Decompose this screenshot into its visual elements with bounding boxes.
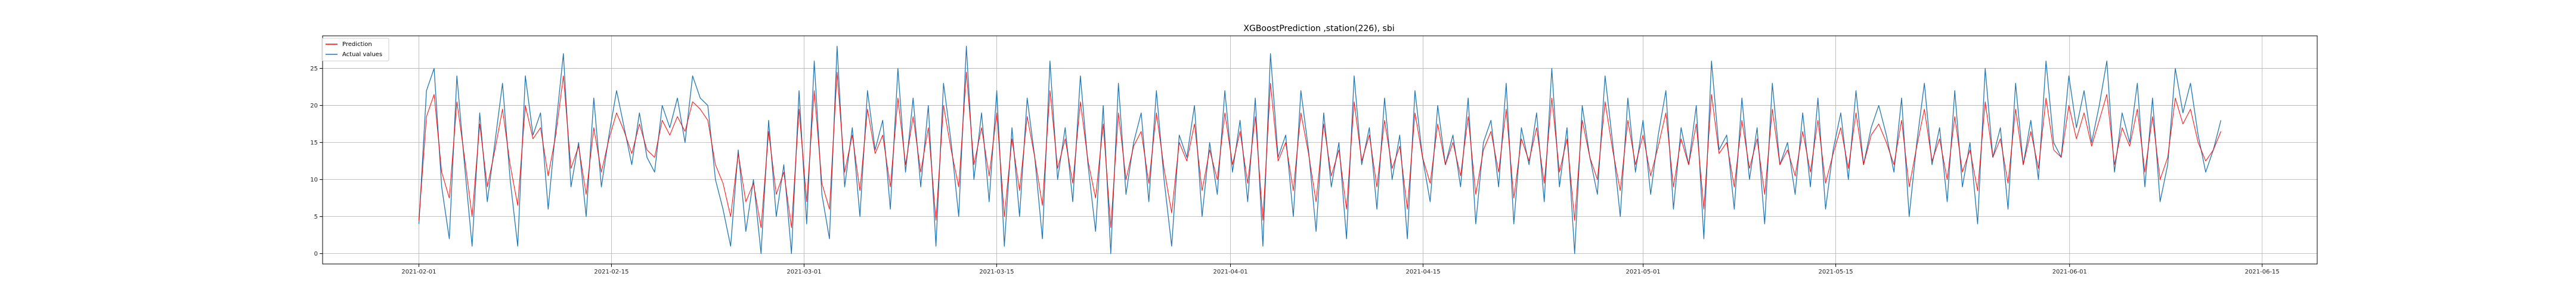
legend-label-actual-values: Actual values (342, 51, 382, 58)
x-tick-label: 2021-03-01 (787, 269, 821, 275)
axes (322, 35, 2318, 265)
y-tick-label: 10 (310, 177, 318, 183)
y-tick-label: 25 (310, 66, 318, 72)
series-line-actual-values (418, 45, 2222, 254)
x-tick-label: 2021-04-15 (1405, 269, 1440, 275)
y-tick-label: 15 (310, 140, 318, 146)
legend-box (321, 38, 389, 62)
y-tick-label: 20 (310, 103, 318, 109)
x-tick-label: 2021-06-01 (2052, 269, 2087, 275)
x-tick-label: 2021-02-01 (401, 269, 436, 275)
x-tick-label: 2021-03-15 (979, 269, 1014, 275)
grid (323, 36, 2317, 264)
legend-label-prediction: Prediction (342, 41, 372, 48)
y-axis-ticks: 0 5 10 15 20 25 (310, 66, 323, 257)
x-tick-label: 2021-05-15 (1819, 269, 1853, 275)
series-line-prediction (418, 72, 2222, 228)
x-tick-label: 2021-04-01 (1213, 269, 1247, 275)
series-lines (418, 45, 2222, 254)
chart-title: XGBoostPrediction ,station(226), sbi (1243, 24, 1394, 33)
plot-frame (322, 35, 2318, 265)
x-tick-label: 2021-05-01 (1626, 269, 1661, 275)
legend: Prediction Actual values (321, 38, 389, 62)
y-tick-label: 0 (314, 251, 318, 257)
x-tick-label: 2021-02-15 (594, 269, 628, 275)
x-tick-label: 2021-06-15 (2245, 269, 2280, 275)
x-axis-ticks: 2021-02-01 2021-02-15 2021-03-01 2021-03-15… (401, 264, 2280, 275)
y-tick-label: 5 (314, 214, 318, 220)
